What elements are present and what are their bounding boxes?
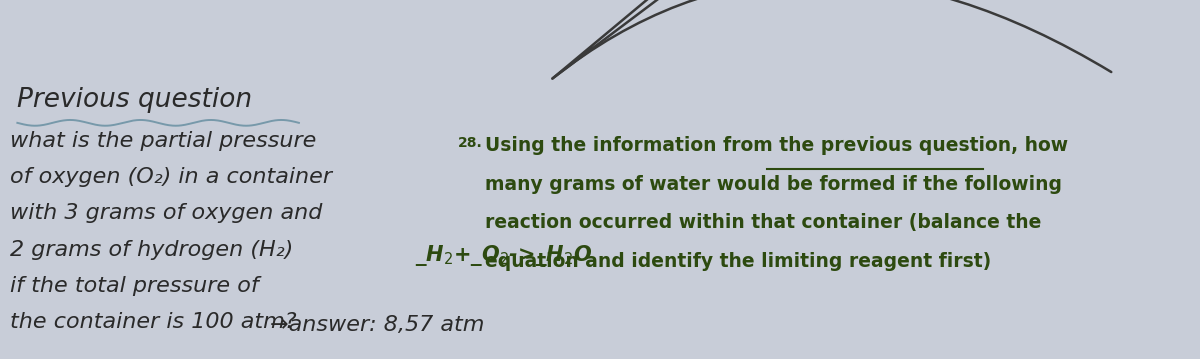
Text: many grams of water would be formed if the following: many grams of water would be formed if t… bbox=[485, 175, 1062, 194]
Text: the container is 100 atm?: the container is 100 atm? bbox=[10, 312, 296, 332]
Text: Previous question: Previous question bbox=[17, 87, 252, 113]
Text: what is the partial pressure: what is the partial pressure bbox=[10, 131, 316, 151]
Text: Using the information from the previous question, how: Using the information from the previous … bbox=[485, 136, 1068, 155]
Text: _H$_2$+_O$_2$->_H$_2$O: _H$_2$+_O$_2$->_H$_2$O bbox=[415, 243, 592, 268]
Text: with 3 grams of oxygen and: with 3 grams of oxygen and bbox=[10, 204, 322, 224]
Text: 28.: 28. bbox=[458, 136, 482, 150]
Text: 2 grams of hydrogen (H₂): 2 grams of hydrogen (H₂) bbox=[10, 240, 293, 260]
Text: equation and identify the limiting reagent first): equation and identify the limiting reage… bbox=[485, 252, 991, 271]
Text: of oxygen (O₂) in a container: of oxygen (O₂) in a container bbox=[10, 167, 331, 187]
Text: if the total pressure of: if the total pressure of bbox=[10, 276, 258, 296]
Text: reaction occurred within that container (balance the: reaction occurred within that container … bbox=[485, 213, 1042, 232]
Text: →answer: 8,57 atm: →answer: 8,57 atm bbox=[270, 316, 485, 335]
